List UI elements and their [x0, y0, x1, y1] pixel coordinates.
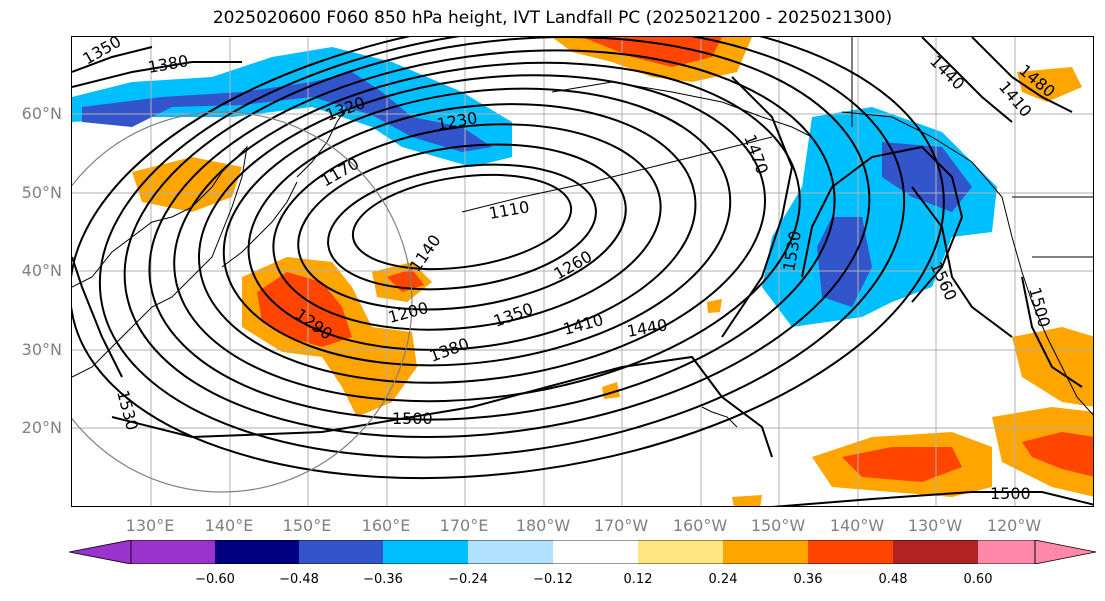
- colorbar-extend-right: [1034, 540, 1096, 564]
- lon-label-160e: 160°E: [361, 516, 411, 535]
- colorbar-segment: [468, 540, 553, 564]
- contour-1380: [123, 37, 871, 439]
- map-svg: 1350 1380 1320 1230 1170 1110 1140 1200 …: [72, 37, 1093, 506]
- contour-1410-ne: [971, 37, 1073, 113]
- lon-label-160w: 160°W: [672, 516, 728, 535]
- contour-1500: [111, 355, 773, 458]
- lat-label-60n: 60°N: [21, 104, 62, 123]
- coast-hawaii: [701, 406, 738, 428]
- colorbar-tick-label: −0.48: [279, 572, 319, 587]
- colorbar-tick-label: 0.60: [963, 572, 993, 587]
- contour-label: 1500: [990, 484, 1031, 503]
- contour-label: 1500: [392, 409, 433, 428]
- coast-north-america: [841, 111, 1093, 416]
- colorbar-segment: [131, 540, 215, 564]
- contour-1200: [272, 123, 662, 331]
- shade-orange-small-east2: [707, 299, 722, 313]
- contour-label: 1380: [146, 51, 189, 77]
- contour-label: 1530: [113, 388, 142, 432]
- shade-blue-north-dark: [82, 72, 492, 152]
- colorbar-segment: [383, 540, 468, 564]
- contour-1170: [297, 143, 627, 311]
- lon-label-130w: 130°W: [907, 516, 963, 535]
- contour-1470: [721, 76, 794, 338]
- colorbar-segment: [299, 540, 383, 564]
- contour-1350-nw: [72, 46, 153, 73]
- coast-borders: [851, 37, 1093, 258]
- colorbar-segment: [808, 540, 893, 564]
- contour-1320: [173, 61, 801, 403]
- colorbar-tick-label: −0.24: [448, 572, 488, 587]
- lat-label-20n: 20°N: [21, 418, 62, 437]
- colorbar-segment: [553, 540, 638, 564]
- contour-1230: [247, 103, 697, 351]
- lon-label-140w: 140°W: [829, 516, 885, 535]
- colorbar-segment: [638, 540, 723, 564]
- colorbar-extend-left: [69, 540, 132, 564]
- contour-1530-east: [801, 145, 964, 303]
- contour-label: 1200: [386, 298, 430, 327]
- coast-kamchatka: [296, 106, 348, 178]
- coast-alaska: [551, 81, 813, 138]
- lon-label-120w: 120°W: [986, 516, 1042, 535]
- lon-label-150w: 150°W: [750, 516, 806, 535]
- colorbar-tick-label: −0.12: [533, 572, 573, 587]
- contour-label: 1110: [487, 197, 530, 223]
- contour-1560: [911, 186, 1013, 338]
- contour-1530: [72, 256, 123, 378]
- contour-label: 1350: [80, 37, 125, 68]
- map-panel: 1350 1380 1320 1230 1170 1110 1140 1200 …: [71, 36, 1094, 507]
- contour-1110: [351, 173, 573, 271]
- shade-blue-north-light: [72, 47, 512, 167]
- colorbar-tick-label: 0.36: [793, 572, 823, 587]
- lat-label-40n: 40°N: [21, 261, 62, 280]
- contour-label: 1260: [551, 247, 596, 284]
- lat-label-30n: 30°N: [21, 340, 62, 359]
- lon-label-170w: 170°W: [593, 516, 649, 535]
- colorbar-tick-label: 0.12: [623, 572, 653, 587]
- contour-1290: [198, 74, 766, 384]
- lon-label-150e: 150°E: [282, 516, 332, 535]
- coast-asia: [72, 145, 248, 378]
- lon-label-170e: 170°E: [439, 516, 489, 535]
- contour-1140: [327, 163, 597, 291]
- contour-label: 1500: [1025, 285, 1054, 329]
- contour-1260: [222, 87, 732, 367]
- coast-aleutians: [461, 136, 773, 213]
- shade-red-south-east: [1022, 432, 1093, 477]
- colorbar-segment: [723, 540, 808, 564]
- lat-label-50n: 50°N: [21, 183, 62, 202]
- shade-orange-bottom: [732, 495, 762, 506]
- colorbar-tick-label: −0.60: [195, 572, 235, 587]
- contour-1440-ne: [921, 37, 1013, 123]
- lon-label-130e: 130°E: [125, 516, 175, 535]
- shade-red-se: [842, 447, 962, 482]
- colorbar-tick-label: −0.36: [363, 572, 403, 587]
- lon-label-140e: 140°E: [204, 516, 254, 535]
- shade-blue-east-dark2: [882, 142, 972, 212]
- lon-label-180w: 180°W: [515, 516, 571, 535]
- contour-label: 1440: [926, 51, 968, 93]
- colorbar-tick-label: 0.24: [708, 572, 738, 587]
- region-circle: [72, 111, 413, 493]
- contour-1380-nw: [72, 61, 242, 88]
- contour-label: 1170: [318, 154, 363, 191]
- colorbar-tick-label: 0.48: [878, 572, 908, 587]
- colorbar: [69, 540, 1096, 564]
- contour-1410: [98, 37, 906, 459]
- shade-orange-east-top: [1017, 67, 1082, 102]
- colorbar-segment: [893, 540, 978, 564]
- coast-japan: [221, 181, 298, 268]
- contour-1500-south: [771, 491, 1093, 506]
- contour-label: 1350: [491, 299, 536, 331]
- colorbar-segment: [978, 540, 1035, 564]
- shade-red-center-west: [257, 272, 352, 347]
- height-contours: [72, 37, 1093, 506]
- chart-title: 2025020600 F060 850 hPa height, IVT Land…: [212, 8, 893, 28]
- contour-1440: [72, 37, 945, 480]
- colorbar-segment: [215, 540, 299, 564]
- shade-red-top: [582, 37, 722, 67]
- contour-1500-east: [1021, 276, 1083, 388]
